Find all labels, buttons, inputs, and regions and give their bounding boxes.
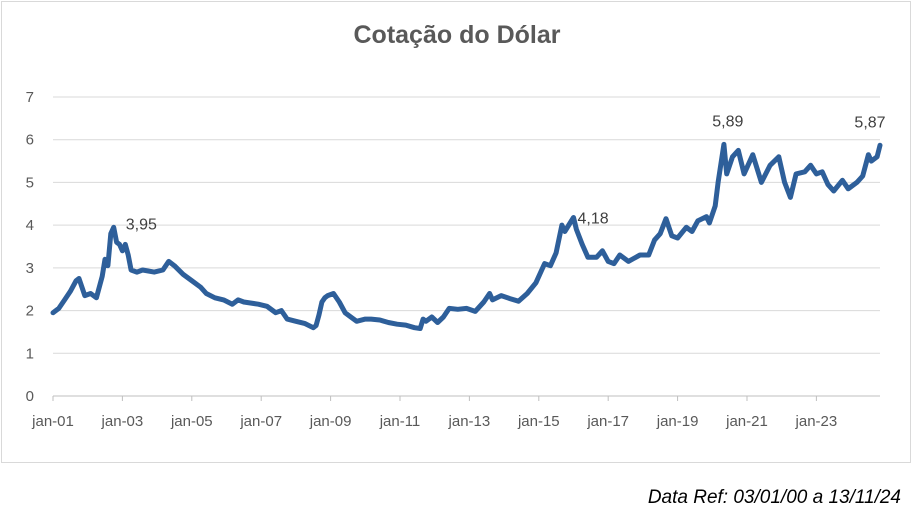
data-label: 4,18 xyxy=(577,210,608,227)
x-tick-label: jan-17 xyxy=(586,413,629,430)
y-axis-tick-labels: 0 1 2 3 4 5 6 7 xyxy=(26,89,34,405)
x-tick-label: jan-01 xyxy=(31,413,74,430)
y-tick-label: 7 xyxy=(26,89,34,106)
x-tick-label: jan-13 xyxy=(448,413,491,430)
data-label: 5,87 xyxy=(854,114,885,131)
x-tick-label: jan-07 xyxy=(239,413,282,430)
series-line-dolar xyxy=(50,141,883,331)
x-tick-label: jan-23 xyxy=(795,413,838,430)
gridlines xyxy=(53,96,880,397)
y-tick-label: 2 xyxy=(26,303,34,320)
x-tick-label: jan-05 xyxy=(170,413,213,430)
y-tick-label: 1 xyxy=(26,345,34,362)
y-tick-label: 3 xyxy=(26,260,34,277)
x-tick-label: jan-09 xyxy=(309,413,352,430)
x-tick-label: jan-11 xyxy=(379,413,421,430)
y-tick-label: 0 xyxy=(26,388,34,405)
x-tick-label: jan-19 xyxy=(656,413,699,430)
data-labels: 3,95 4,18 5,89 5,87 xyxy=(126,113,886,233)
data-label: 3,95 xyxy=(126,216,157,233)
x-tick-label: jan-21 xyxy=(725,413,768,430)
chart-title: Cotação do Dólar xyxy=(354,21,561,49)
y-tick-label: 5 xyxy=(26,174,34,191)
x-tick-label: jan-15 xyxy=(517,413,560,430)
x-axis-tick-labels: jan-01 jan-03 jan-05 jan-07 jan-09 jan-11 jan-… xyxy=(31,396,837,430)
y-tick-label: 4 xyxy=(26,217,34,234)
y-tick-label: 6 xyxy=(26,132,34,149)
chart-frame xyxy=(1,1,911,463)
footnote-date-range: Data Ref: 03/01/00 a 13/11/24 xyxy=(647,487,901,508)
data-label: 5,89 xyxy=(712,113,743,130)
x-tick-label: jan-03 xyxy=(101,413,144,430)
